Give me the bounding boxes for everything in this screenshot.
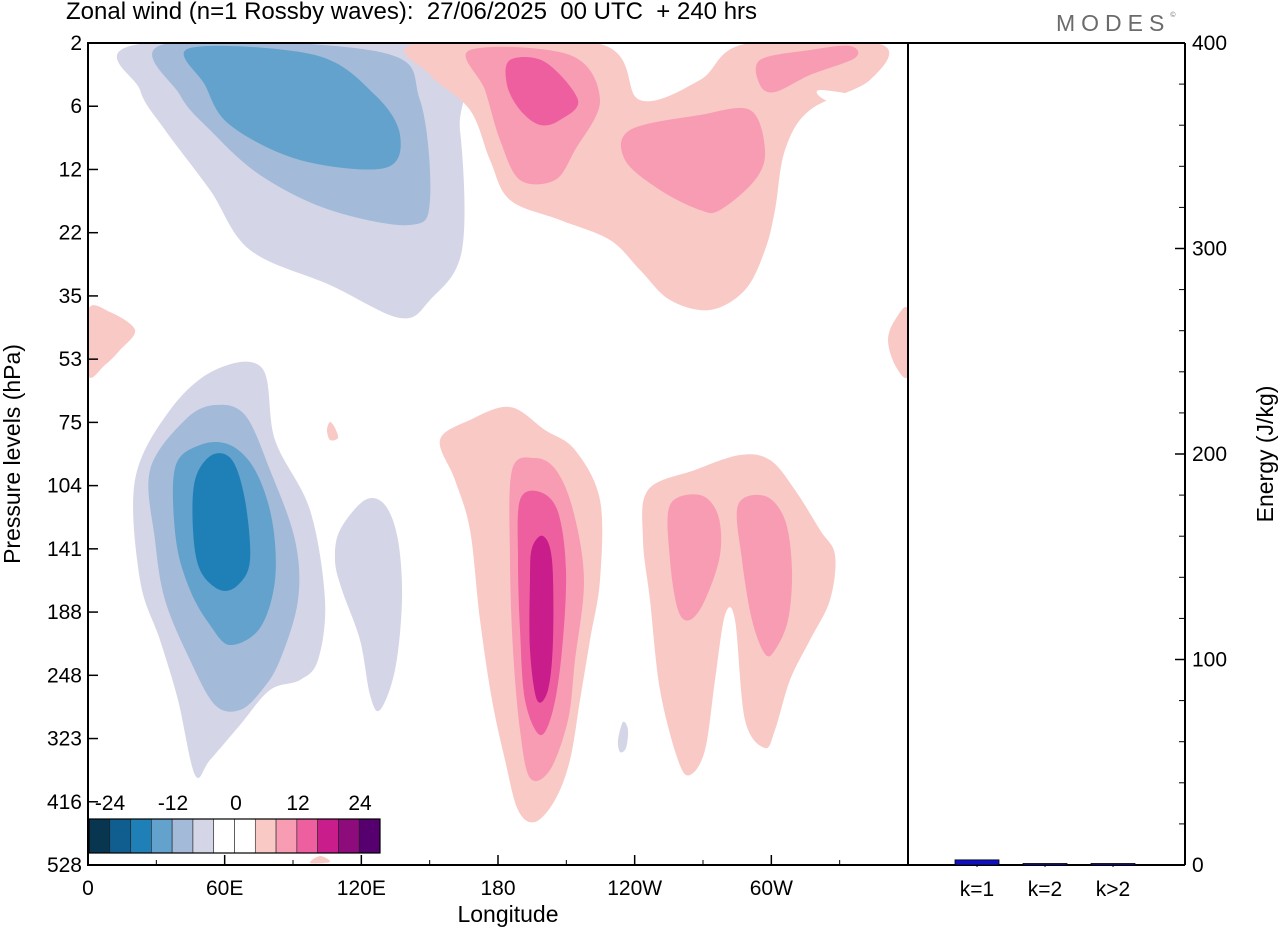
contour-region: [309, 855, 331, 864]
contour-region: [327, 421, 339, 441]
contour-region: [88, 305, 136, 378]
colorbar-swatch: [338, 818, 360, 854]
colorbar-label: 0: [230, 792, 242, 815]
colorbar-label: 24: [348, 792, 372, 815]
copyright-mark: ©: [1170, 12, 1176, 19]
y-tick-label: 12: [59, 158, 82, 181]
colorbar-swatch: [358, 818, 381, 854]
chart-title: Zonal wind (n=1 Rossby waves): 27/06/202…: [66, 0, 758, 25]
x-tick-label: 60W: [750, 877, 793, 900]
y-tick-label: 22: [59, 222, 82, 245]
colorbar-swatch: [151, 818, 173, 854]
energy-tick-label: 200: [1192, 443, 1227, 466]
x-tick-label: 120W: [607, 877, 662, 900]
x-tick-label: 120E: [337, 877, 386, 900]
contour-region: [642, 454, 836, 776]
y-tick-label: 323: [47, 728, 82, 751]
logo-text: MODES: [1056, 10, 1171, 36]
contour-region: [667, 494, 722, 621]
contour-region: [736, 494, 793, 657]
x-tick-label: 180: [480, 877, 515, 900]
contour-region: [505, 57, 579, 126]
contour-region: [192, 453, 251, 591]
contour-region: [620, 107, 766, 214]
contour-region: [888, 306, 908, 379]
x-tick-label: 0: [82, 877, 94, 900]
colorbar-swatch: [254, 818, 277, 854]
colorbar-swatch: [88, 818, 111, 854]
colorbar-swatch: [213, 818, 235, 854]
y-tick-label: 416: [47, 791, 82, 814]
y-tick-label: 141: [47, 538, 82, 561]
x-axis-label: Longitude: [457, 901, 558, 927]
y-tick-label: 75: [59, 411, 82, 434]
contour-region: [755, 45, 859, 93]
energy-category-label: k>2: [1096, 878, 1130, 901]
colorbar-label: -12: [158, 792, 188, 815]
colorbar-label: 12: [286, 792, 309, 815]
y-axis-label: Pressure levels (hPa): [0, 344, 25, 564]
energy-bar: [1090, 863, 1136, 866]
contour-region: [529, 535, 554, 703]
y-tick-label: 2: [70, 32, 82, 55]
colorbar-frame: [88, 818, 381, 854]
x-tick-label: 60E: [206, 877, 243, 900]
energy-bar: [1022, 863, 1068, 866]
y-tick-label: 104: [47, 475, 82, 498]
colorbar-swatch: [296, 818, 318, 854]
colorbar-swatch: [275, 818, 298, 854]
contour-region: [617, 721, 629, 753]
energy-axis-label: Energy (J/kg): [1252, 386, 1278, 523]
y-tick-label: 53: [59, 348, 82, 371]
contour-region: [334, 497, 403, 712]
modes-logo: MODES©: [1056, 10, 1176, 37]
colorbar-swatch: [109, 818, 131, 854]
colorbar-legend: -24 -12 0 12 24: [88, 792, 381, 854]
energy-tick-label: 400: [1192, 32, 1227, 55]
y-tick-label: 6: [70, 95, 82, 118]
y-tick-label: 35: [59, 285, 82, 308]
energy-tick-label: 0: [1192, 854, 1204, 877]
energy-tick-label: 100: [1192, 649, 1227, 672]
energy-category-label: k=1: [960, 878, 994, 901]
colorbar-swatch: [234, 818, 256, 854]
colorbar-swatch: [317, 818, 339, 854]
y-tick-label: 188: [47, 601, 82, 624]
energy-category-label: k=2: [1028, 878, 1062, 901]
energy-bar: [954, 859, 1000, 866]
colorbar-label: -24: [95, 792, 126, 815]
colorbar-swatch: [171, 818, 194, 854]
contour-region: [816, 89, 887, 109]
y-tick-label: 248: [47, 664, 82, 687]
colorbar-swatch: [130, 818, 152, 854]
y-tick-label: 528: [47, 854, 82, 877]
energy-tick-label: 300: [1192, 238, 1227, 261]
contour-region: [187, 51, 390, 166]
colorbar-swatch: [192, 818, 215, 854]
contour-field: [88, 43, 908, 864]
energy-panel: 0 100 200 300 400 Energy (J/kg) k=1 k=2 k>2: [954, 32, 1278, 901]
